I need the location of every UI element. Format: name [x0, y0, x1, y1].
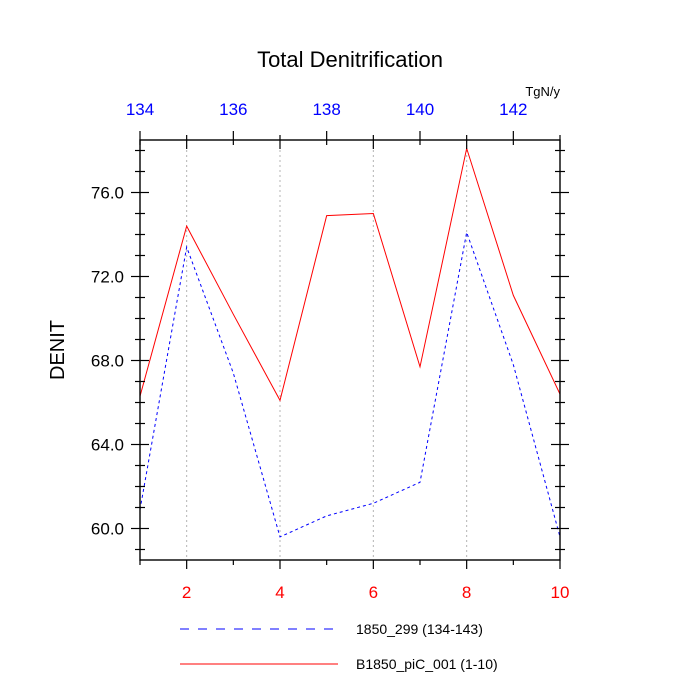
series-line-b1850-pic-001-1-10	[139, 146, 561, 402]
y-tick-label-72: 72.0	[91, 268, 124, 287]
x-bottom-tick-label-8: 8	[462, 583, 471, 602]
y-tick-label-76: 76.0	[91, 184, 124, 203]
x-top-tick-label-136: 136	[219, 100, 247, 119]
x-bottom-tick-label-4: 4	[275, 583, 284, 602]
series-line-1850-299-134-143	[139, 230, 561, 538]
plot-frame	[139, 139, 561, 561]
legend-label-b1850-pic-001: B1850_piC_001 (1-10)	[356, 656, 498, 672]
x-bottom-tick-label-2: 2	[182, 583, 191, 602]
axes: 2 4 6 8 10 134 136 138 140 142 60.0 64.0 68.0 72.0 76.…	[91, 100, 570, 602]
legend-label-1850-299: 1850_299 (134-143)	[356, 621, 483, 637]
y-tick-label-68: 68.0	[91, 352, 124, 371]
y-tick-label-64: 64.0	[91, 436, 124, 455]
x-bottom-tick-label-10: 10	[551, 583, 570, 602]
series-lines	[139, 146, 561, 538]
gridlines	[186, 140, 468, 560]
units-label: TgN/y	[525, 84, 560, 99]
x-top-tick-label-142: 142	[499, 100, 527, 119]
chart-title: Total Denitrification	[257, 47, 443, 72]
x-top-tick-label-134: 134	[126, 100, 154, 119]
legend: 1850_299 (134-143) B1850_piC_001 (1-10)	[180, 621, 498, 672]
x-top-tick-label-138: 138	[312, 100, 340, 119]
y-axis-label: DENIT	[47, 320, 69, 380]
x-top-tick-label-140: 140	[406, 100, 434, 119]
y-tick-label-60: 60.0	[91, 520, 124, 539]
x-bottom-tick-label-6: 6	[369, 583, 378, 602]
